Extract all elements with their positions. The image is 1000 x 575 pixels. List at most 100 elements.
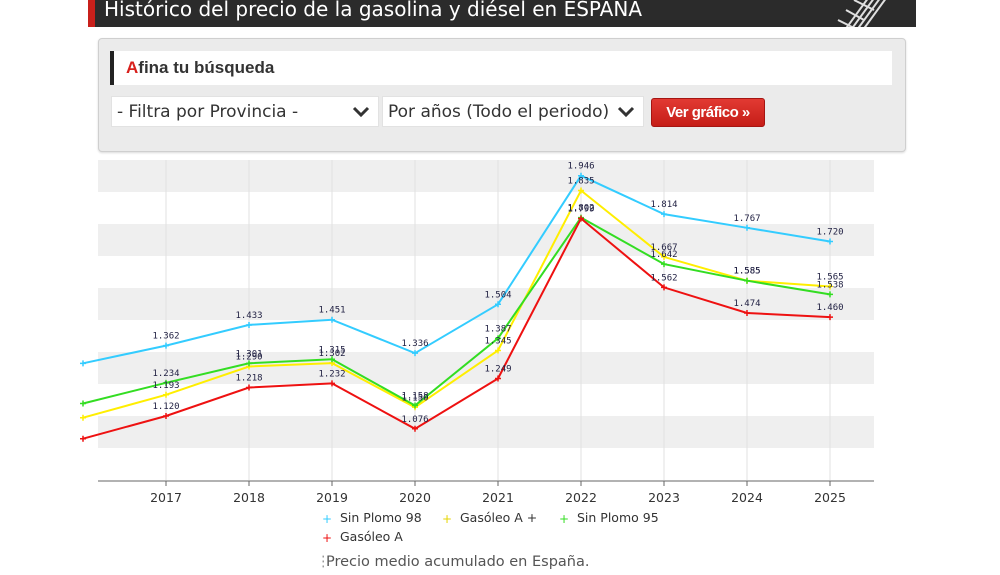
data-label: 1.433 — [235, 311, 262, 321]
x-tick-label: 2021 — [482, 490, 514, 505]
data-point — [661, 253, 667, 260]
data-label: 1.802 — [567, 204, 594, 214]
data-label: 1.345 — [484, 337, 511, 347]
data-point — [246, 384, 252, 391]
data-label: 1.387 — [484, 324, 511, 334]
chart-data-labels: 1.193 1.290 1.302 1.150 1.345 1.835 1.667 1.585… — [152, 162, 843, 425]
data-point — [661, 211, 667, 218]
data-label: 1.835 — [567, 177, 594, 187]
data-label: 1.218 — [235, 373, 262, 383]
tire-track-decoration — [837, 0, 886, 27]
view-chart-button[interactable]: Ver gráfico » — [651, 98, 765, 127]
x-tick-label: 2025 — [814, 490, 846, 505]
grid-band — [98, 256, 874, 288]
page-title: Histórico del precio de la gasolina y di… — [104, 0, 643, 21]
data-label: 1.193 — [152, 381, 179, 391]
grid-band — [98, 288, 874, 320]
data-label: 1.504 — [484, 290, 511, 300]
legend-item-gasoleo-a-plus[interactable]: + Gasóleo A + — [438, 510, 537, 526]
data-label: 1.234 — [152, 369, 179, 379]
grid-band — [98, 192, 874, 224]
data-point — [744, 277, 750, 284]
data-label: 1.290 — [235, 353, 262, 363]
data-point — [329, 380, 335, 387]
x-tick-label: 2017 — [150, 490, 182, 505]
x-tick-label: 2024 — [731, 490, 763, 505]
page-header: Histórico del precio de la gasolina y di… — [88, 0, 916, 27]
data-point — [495, 301, 501, 308]
data-point — [661, 261, 667, 268]
data-point — [163, 413, 169, 419]
data-point — [827, 314, 833, 321]
chart-footnote: ⋮Precio medio acumulado en España. — [316, 554, 590, 570]
data-label: 1.562 — [650, 273, 677, 283]
chart-legend: + Sin Plomo 98 + Gasóleo A + + Sin Plomo… — [318, 510, 718, 550]
data-label: 1.538 — [816, 280, 843, 290]
legend-marker: + — [321, 511, 333, 526]
series-line — [82, 188, 831, 419]
header-accent-stripe — [88, 0, 95, 27]
price-history-chart: 2017 2018 2019 2020 2021 2022 2023 2024 2025 1.1… — [80, 160, 874, 505]
data-label: 1.565 — [816, 273, 843, 283]
legend-item-sin-plomo-95[interactable]: + Sin Plomo 95 — [555, 510, 659, 526]
legend-marker: + — [441, 511, 453, 526]
chart-series-lines — [82, 174, 831, 440]
grid-band — [98, 224, 874, 256]
data-label: 1.301 — [235, 349, 262, 359]
data-point — [80, 435, 86, 442]
filter-heading-bar: Afina tu búsqueda — [110, 51, 892, 85]
legend-item-gasoleo-a[interactable]: + Gasóleo A — [318, 529, 403, 545]
data-label: 1.232 — [318, 369, 345, 379]
legend-item-sin-plomo-98[interactable]: + Sin Plomo 98 — [318, 510, 422, 526]
data-point — [578, 215, 584, 222]
data-label: 1.667 — [650, 243, 677, 253]
data-point — [329, 356, 335, 363]
data-label: 1.249 — [484, 364, 511, 374]
data-label: 1.585 — [733, 267, 760, 277]
x-axis: 2017 2018 2019 2020 2021 2022 2023 2024 2025 — [98, 480, 874, 505]
data-point — [661, 284, 667, 291]
data-point — [412, 425, 418, 432]
data-point — [827, 291, 833, 298]
data-point — [495, 335, 501, 342]
data-label: 1.642 — [650, 250, 677, 260]
data-point — [744, 224, 750, 231]
data-label: 1.720 — [816, 227, 843, 237]
data-label: 1.336 — [401, 339, 428, 349]
province-select[interactable]: - Filtra por Provincia - — [111, 96, 379, 127]
province-select-value: - Filtra por Provincia - — [117, 102, 299, 122]
chart-grid-bands — [98, 160, 874, 480]
data-label: 1.474 — [733, 299, 760, 309]
data-point — [412, 350, 418, 357]
data-label: 1.120 — [152, 402, 179, 412]
data-label: 1.767 — [733, 214, 760, 224]
data-label: 1.946 — [567, 162, 594, 172]
filter-heading: Afina tu búsqueda — [126, 58, 275, 77]
legend-marker: + — [558, 511, 570, 526]
x-tick-label: 2023 — [648, 490, 680, 505]
grid-band — [98, 416, 874, 448]
data-point — [246, 321, 252, 328]
data-label: 1.158 — [401, 392, 428, 402]
data-point — [827, 283, 833, 290]
data-point — [495, 375, 501, 382]
data-label: 1.460 — [816, 303, 843, 313]
grid-band — [98, 320, 874, 352]
data-label: 1.150 — [401, 393, 428, 403]
x-tick-label: 2018 — [233, 490, 265, 505]
data-label: 1.315 — [318, 345, 345, 355]
data-point — [329, 316, 335, 323]
data-point — [744, 310, 750, 317]
data-label: 1.362 — [152, 332, 179, 342]
data-point — [578, 187, 584, 194]
data-point — [827, 238, 833, 245]
period-select[interactable]: Por años (Todo el periodo) — [382, 96, 644, 127]
grid-band — [98, 160, 874, 192]
grid-band — [98, 448, 874, 480]
x-tick-label: 2019 — [316, 490, 348, 505]
series-line — [82, 174, 831, 365]
filter-panel: Afina tu búsqueda - Filtra por Provincia… — [98, 38, 906, 152]
data-point — [80, 400, 86, 407]
chevron-down-icon — [617, 106, 635, 118]
data-point — [495, 347, 501, 354]
